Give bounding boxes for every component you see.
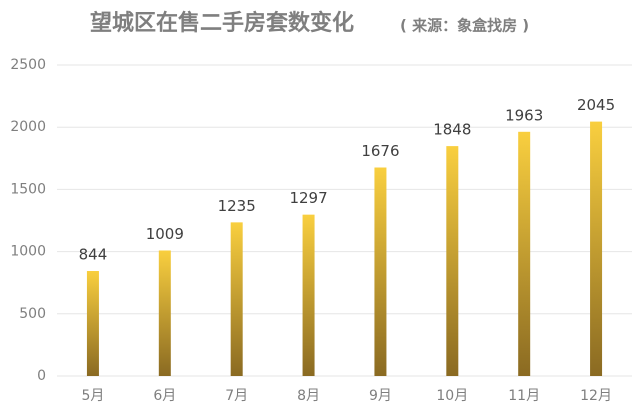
x-tick-label: 9月 <box>369 388 392 404</box>
y-tick-label: 0 <box>37 368 46 384</box>
value-label: 1235 <box>218 197 256 215</box>
bar <box>374 167 387 376</box>
x-tick-label: 12月 <box>580 388 612 404</box>
value-label: 844 <box>79 246 108 264</box>
value-label: 1676 <box>361 142 399 160</box>
bar <box>86 271 99 376</box>
x-tick-label: 11月 <box>508 388 540 404</box>
x-tick-label: 8月 <box>297 388 320 404</box>
y-tick-label: 1500 <box>10 181 46 197</box>
chart-title: 望城区在售二手房套数变化 <box>90 10 354 36</box>
value-label: 1963 <box>505 106 543 124</box>
chart-subtitle: ( 来源：象盒找房 ) <box>400 17 529 35</box>
x-tick-label: 6月 <box>153 388 176 404</box>
x-tick-label: 7月 <box>225 388 248 404</box>
bar <box>302 214 315 376</box>
x-tick-label: 5月 <box>81 388 104 404</box>
value-label: 2045 <box>577 96 615 114</box>
value-label: 1848 <box>433 121 471 139</box>
bar <box>590 121 603 377</box>
bar <box>518 131 531 376</box>
y-tick-label: 2500 <box>10 57 46 73</box>
value-label: 1297 <box>289 189 327 207</box>
y-tick-label: 500 <box>19 306 46 322</box>
y-tick-label: 1000 <box>10 244 46 260</box>
value-label: 1009 <box>146 225 184 243</box>
bar <box>230 222 243 376</box>
bar <box>158 250 171 376</box>
y-tick-label: 2000 <box>10 119 46 135</box>
bar <box>446 146 459 376</box>
x-tick-label: 10月 <box>436 388 468 404</box>
